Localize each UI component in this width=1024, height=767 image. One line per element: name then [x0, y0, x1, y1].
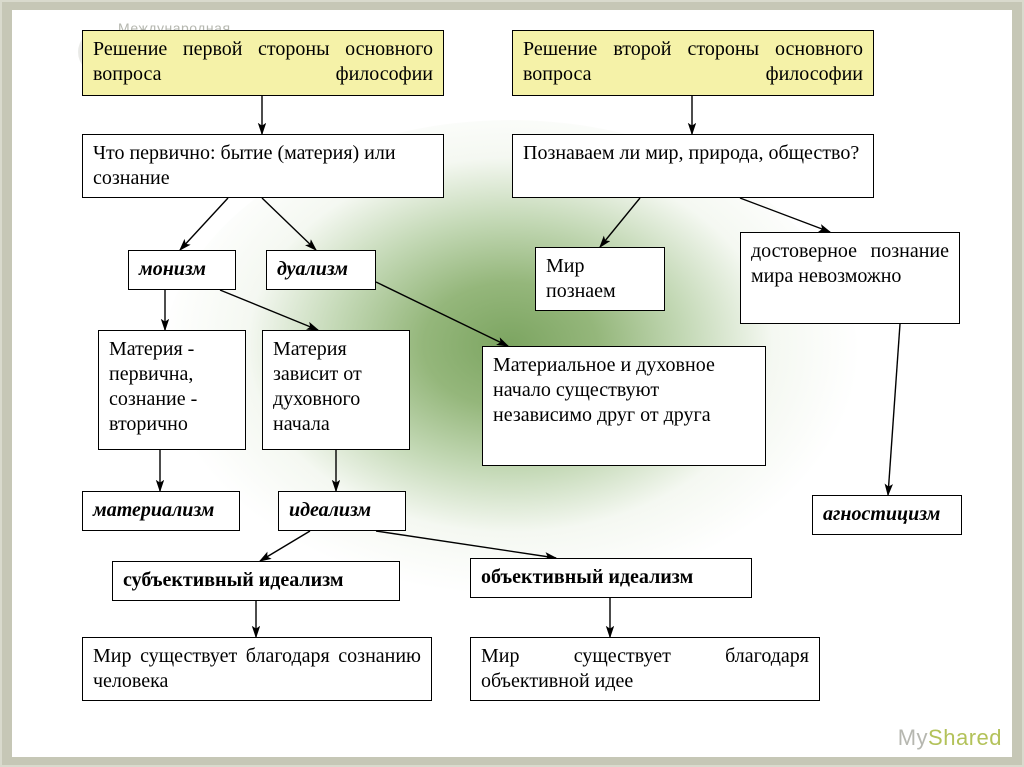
node-obj-text: объективный идеализм	[481, 566, 693, 588]
edge-q2-kw	[600, 198, 640, 247]
node-h2: Решение второй стороны основного вопроса…	[512, 30, 874, 96]
node-h1: Решение первой стороны основного вопроса…	[82, 30, 444, 96]
node-q1: Что первично: бытие (материя) или сознан…	[82, 134, 444, 198]
node-r1-text: Мир существует благодаря сознанию челове…	[93, 645, 421, 692]
node-m2-text: Материя зависит от духовного начала	[273, 338, 362, 435]
edge-q2-nk	[740, 198, 830, 232]
node-agn-text: агностицизм	[823, 503, 940, 525]
myshared-suffix: Shared	[928, 725, 1002, 750]
node-q2: Познаваем ли мир, природа, общество?	[512, 134, 874, 198]
node-nk-text: достоверное познание мира невозможно	[751, 240, 949, 287]
node-q2-text: Познаваем ли мир, природа, общество?	[523, 142, 859, 164]
node-kw-text: Мир познаем	[546, 255, 616, 302]
node-h1-text: Решение первой стороны основного вопроса…	[93, 37, 433, 87]
node-m2: Материя зависит от духовного начала	[262, 330, 410, 450]
node-dua: дуализм	[266, 250, 376, 290]
node-obj: объективный идеализм	[470, 558, 752, 598]
node-r2: Мир существует благодаря объективной иде…	[470, 637, 820, 701]
myshared-logo: MyShared	[898, 725, 1002, 751]
edge-ide-obj	[376, 531, 556, 558]
node-ide-text: идеализм	[289, 499, 371, 521]
edge-ide-sub	[260, 531, 310, 561]
node-m1-text: Материя - первична, сознание - вторично	[109, 338, 197, 435]
node-r2-text: Мир существует благодаря объективной иде…	[481, 645, 809, 692]
node-mat-text: материализм	[93, 499, 214, 521]
node-mon-text: монизм	[139, 258, 206, 280]
myshared-prefix: My	[898, 725, 928, 750]
node-sub: субъективный идеализм	[112, 561, 400, 601]
diagram-stage: Международная Академия Бизнеса Решение п…	[0, 0, 1024, 767]
node-m3-text: Материальное и духовное начало существую…	[493, 354, 715, 426]
edge-q1-mon	[180, 198, 228, 250]
edge-q1-dua	[262, 198, 316, 250]
node-sub-text: субъективный идеализм	[123, 569, 344, 591]
node-m3: Материальное и духовное начало существую…	[482, 346, 766, 466]
node-nk: достоверное познание мира невозможно	[740, 232, 960, 324]
node-dua-text: дуализм	[277, 258, 348, 280]
node-ide: идеализм	[278, 491, 406, 531]
node-r1: Мир существует благодаря сознанию челове…	[82, 637, 432, 701]
node-mon: монизм	[128, 250, 236, 290]
node-agn: агностицизм	[812, 495, 962, 535]
node-mat: материализм	[82, 491, 240, 531]
node-h2-text: Решение второй стороны основного вопроса…	[523, 37, 863, 87]
node-kw: Мир познаем	[535, 247, 665, 311]
edge-nk-agn	[888, 324, 900, 495]
node-m1: Материя - первична, сознание - вторично	[98, 330, 246, 450]
node-q1-text: Что первично: бытие (материя) или сознан…	[93, 142, 396, 189]
edge-mon-m2	[220, 290, 318, 330]
